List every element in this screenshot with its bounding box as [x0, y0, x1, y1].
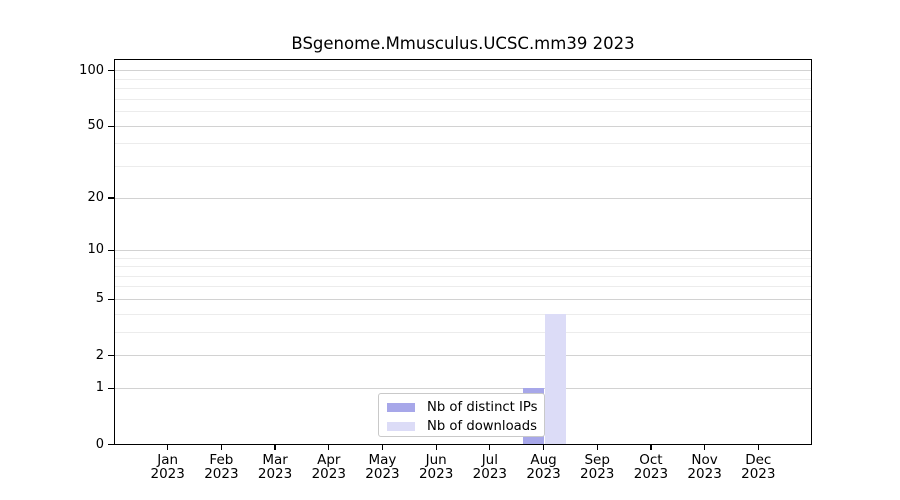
x-axis-tick-label-year: 2023: [311, 466, 346, 482]
y-axis-tick-label: 1: [95, 380, 104, 396]
gridline-minor: [114, 111, 812, 113]
gridline-minor: [114, 266, 812, 268]
gridline-minor: [114, 166, 812, 168]
gridline-minor: [114, 88, 812, 90]
x-axis-tick-label: Dec 2023: [726, 452, 790, 482]
y-axis-tick-label: 2: [95, 347, 104, 363]
gridline-major: [114, 70, 812, 72]
y-axis-tick: [108, 387, 114, 389]
x-axis-tick: [704, 444, 706, 450]
legend-label: Nb of distinct IPs: [427, 400, 538, 415]
legend-item-distinct-ips: Nb of distinct IPs: [387, 398, 538, 417]
x-axis-tick: [274, 444, 276, 450]
y-axis-tick-label: 5: [95, 291, 104, 307]
legend: Nb of distinct IPs Nb of downloads: [378, 393, 545, 437]
plot-area-background: [114, 59, 812, 445]
bar-nb-of-downloads: [544, 314, 566, 445]
y-axis-tick: [108, 125, 114, 127]
chart-title: BSgenome.Mmusculus.UCSC.mm39 2023: [291, 34, 635, 53]
x-axis-tick-label-year: 2023: [257, 466, 293, 482]
x-axis-tick-label: Aug 2023: [512, 452, 576, 482]
y-axis-tick: [108, 249, 114, 251]
x-axis-tick-label-year: 2023: [580, 466, 615, 482]
legend-swatch-distinct-ips: [387, 403, 415, 412]
x-axis-tick: [167, 444, 169, 450]
x-axis-tick-label: Jun 2023: [404, 452, 468, 482]
x-axis-tick: [381, 444, 384, 450]
legend-swatch-downloads: [387, 422, 415, 431]
x-axis-tick-label: Apr 2023: [297, 452, 361, 482]
x-axis-tick: [596, 444, 598, 450]
y-axis-tick-label: 0: [95, 436, 104, 452]
x-axis-tick-label-year: 2023: [418, 466, 454, 482]
x-axis-tick: [757, 444, 759, 450]
legend-item-downloads: Nb of downloads: [387, 417, 537, 436]
legend-label: Nb of downloads: [427, 419, 537, 434]
y-axis-tick-label: 20: [87, 190, 104, 206]
x-axis-tick-label-year: 2023: [526, 466, 561, 482]
x-axis-tick: [220, 444, 222, 450]
gridline-minor: [114, 143, 812, 145]
y-axis-tick: [108, 354, 114, 357]
x-axis-tick-label-year: 2023: [150, 466, 185, 482]
x-axis-tick-label-year: 2023: [365, 466, 400, 482]
x-axis-tick-label-year: 2023: [633, 466, 669, 482]
x-axis-tick-label: Nov 2023: [673, 452, 737, 482]
gridline-major: [114, 125, 812, 127]
x-axis-tick: [650, 444, 652, 450]
gridline-minor: [114, 313, 812, 315]
x-axis-tick-label: Jul 2023: [458, 452, 522, 482]
x-axis-tick-label-year: 2023: [204, 466, 239, 482]
y-axis-tick: [108, 443, 114, 446]
y-axis-tick: [108, 197, 114, 199]
y-axis-tick-label: 50: [87, 118, 104, 134]
gridline-major: [114, 355, 812, 357]
x-axis-tick: [489, 444, 491, 450]
x-axis-tick-label-year: 2023: [472, 466, 508, 482]
gridline-minor: [114, 257, 812, 259]
gridline-minor: [114, 331, 812, 333]
x-axis-tick-label: Mar 2023: [243, 452, 307, 482]
gridline-minor: [114, 275, 812, 277]
x-axis-tick-label-year: 2023: [687, 466, 722, 482]
x-axis-tick-label: Feb 2023: [189, 452, 253, 482]
gridline-major: [114, 197, 812, 199]
gridline-major: [114, 387, 812, 389]
x-axis-tick-label: Sep 2023: [565, 452, 629, 482]
x-axis-tick-label: Jan 2023: [136, 452, 200, 482]
gridline-major: [114, 249, 812, 251]
gridline-minor: [114, 98, 812, 100]
x-axis-tick-label-year: 2023: [741, 466, 776, 482]
x-axis-tick: [328, 444, 330, 450]
gridline-minor: [114, 78, 812, 80]
y-axis-tick: [108, 298, 114, 301]
gridline-major: [114, 298, 812, 300]
gridline-minor: [114, 286, 812, 288]
x-axis-tick-label: Oct 2023: [619, 452, 683, 482]
y-axis-tick-label: 10: [87, 242, 104, 258]
x-axis-tick-label: May 2023: [350, 452, 414, 482]
y-axis-tick: [108, 70, 114, 72]
y-axis-tick-label: 100: [79, 62, 104, 78]
x-axis-tick: [542, 444, 545, 450]
x-axis-tick: [435, 444, 437, 450]
